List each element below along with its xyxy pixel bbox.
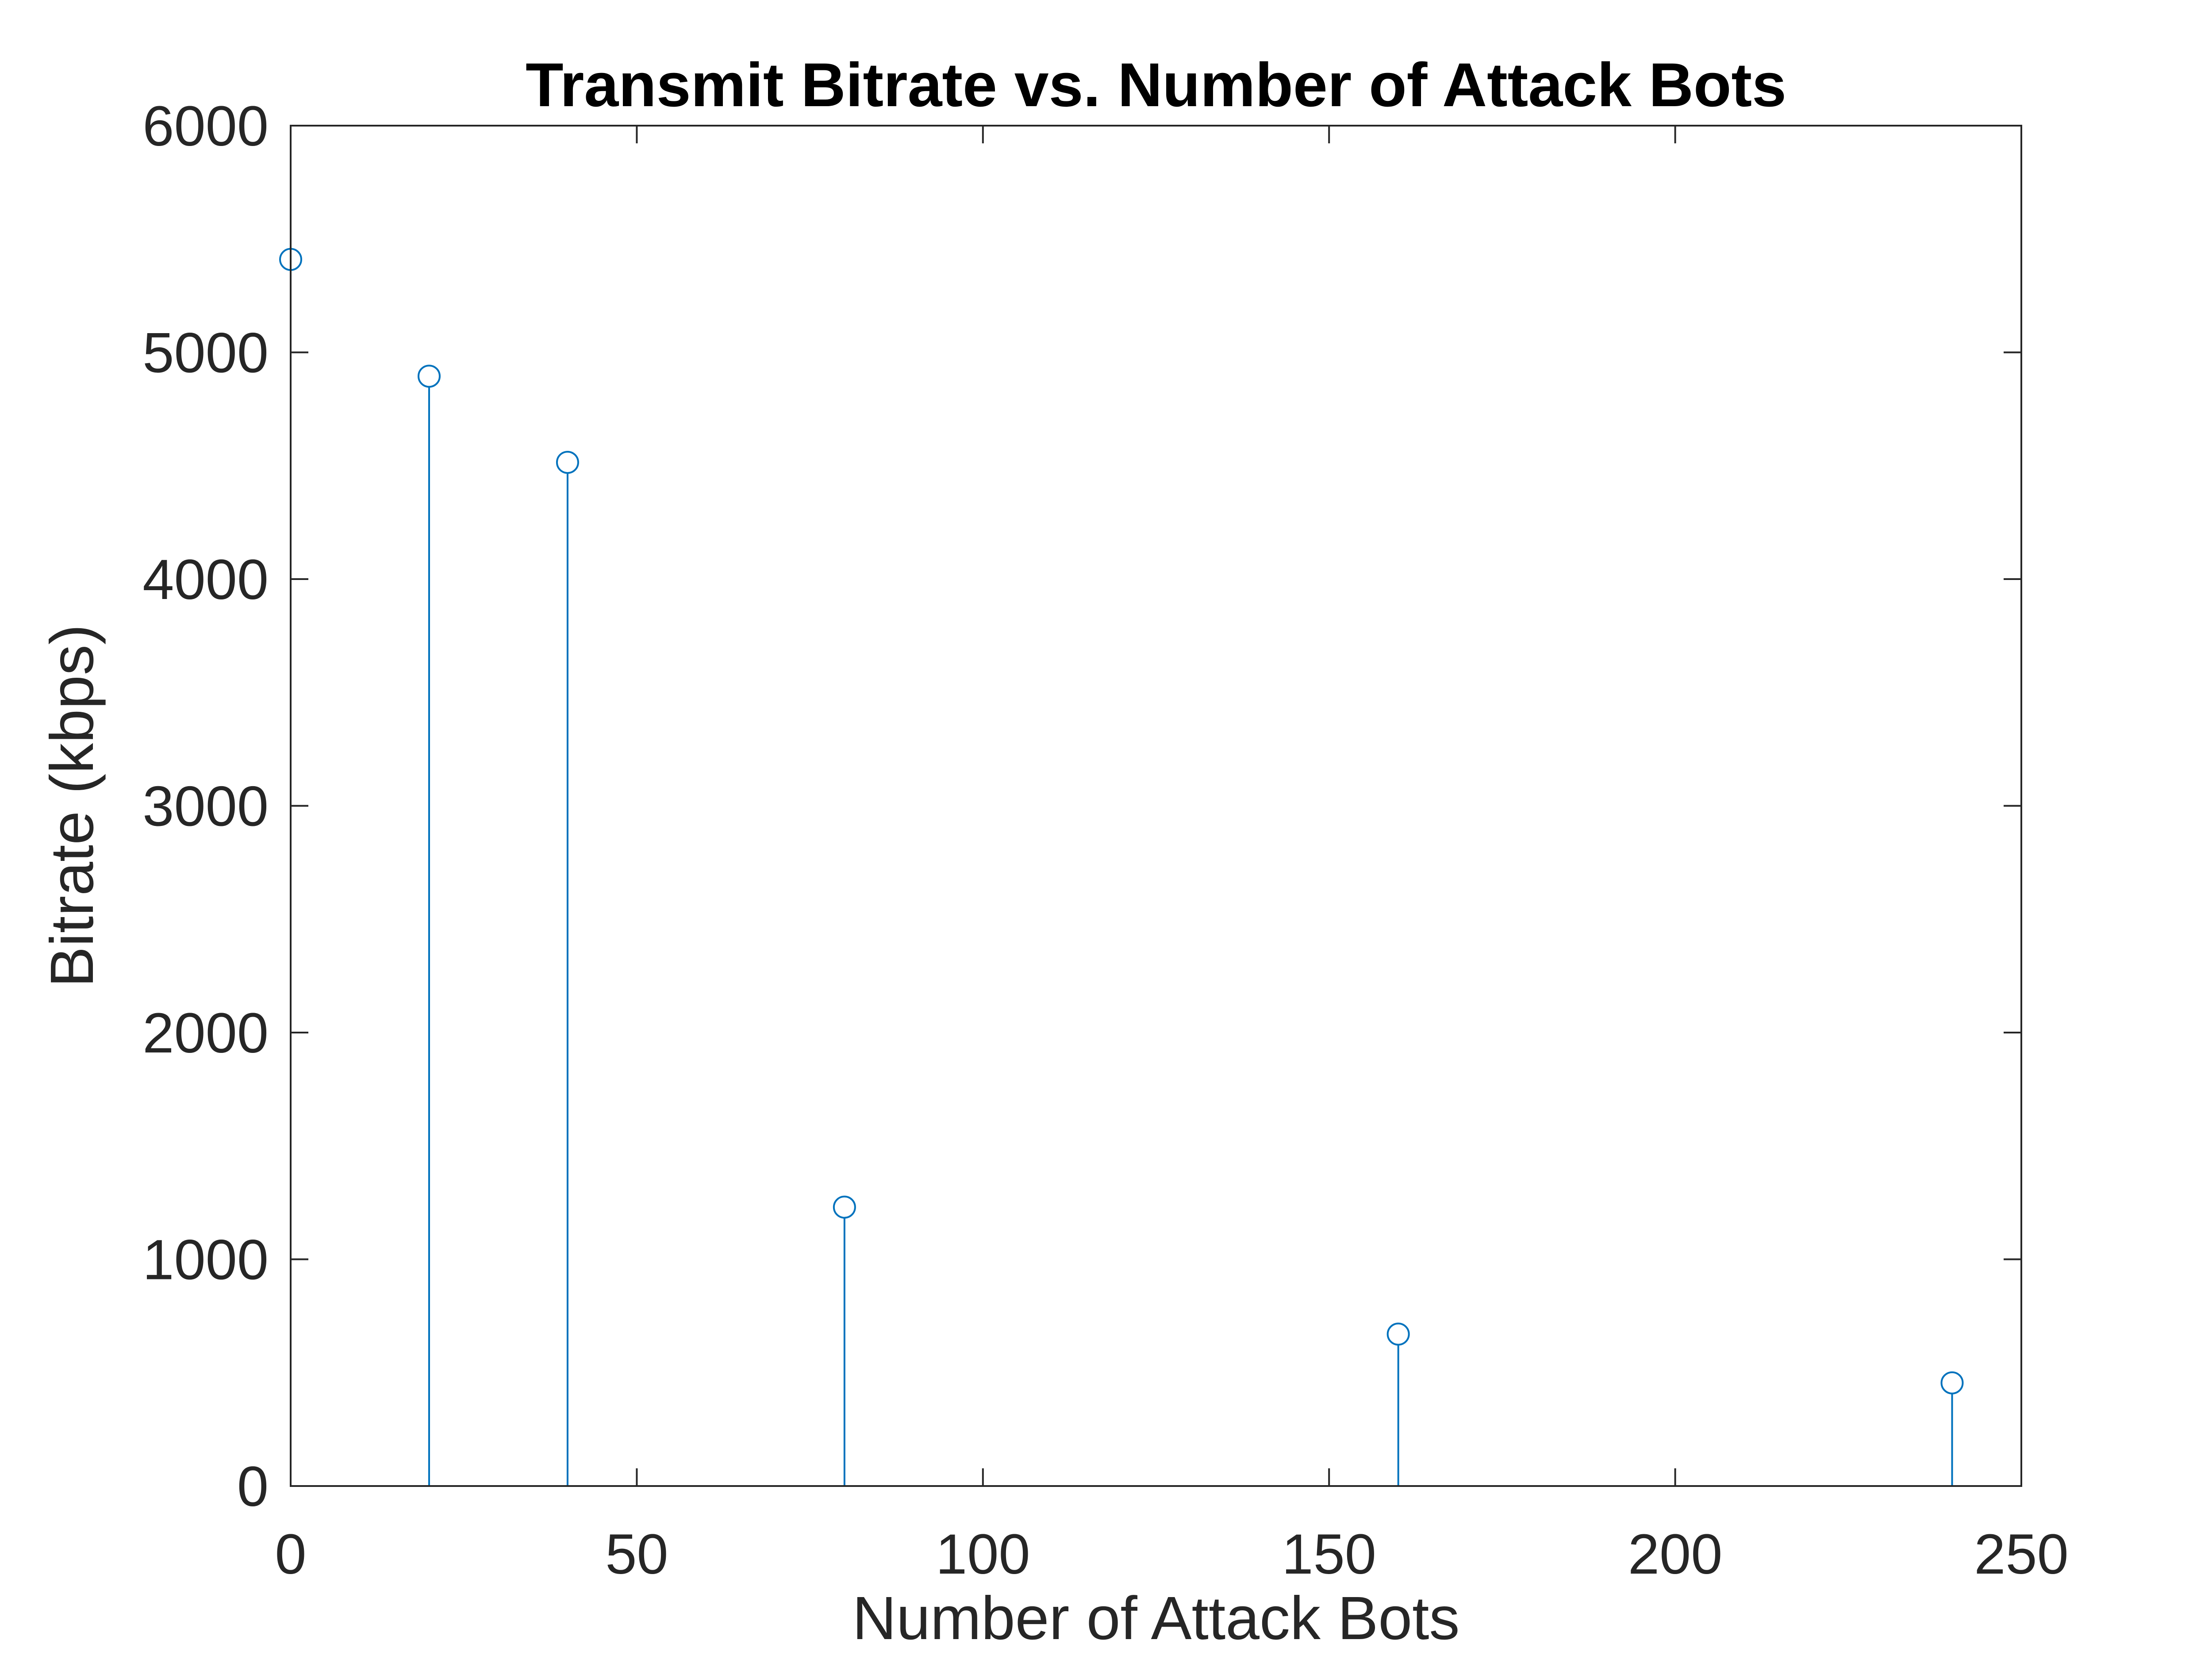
stem-marker: [556, 451, 579, 474]
x-tick-label: 150: [1282, 1523, 1376, 1586]
x-tick-label: 250: [1974, 1523, 2069, 1586]
axes-box: [290, 125, 2022, 1487]
y-axis-label: Bitrate (kbps): [38, 624, 106, 987]
plot-area: [291, 126, 2021, 1486]
y-tick-label: 4000: [142, 548, 269, 611]
x-tick-label: 100: [936, 1523, 1030, 1586]
plot-background: [291, 126, 2021, 1486]
ticks-layer: 0 50 100 150 200 250 0 1000 2000 3000 4000 5000 6000: [142, 95, 2069, 1586]
stem-marker: [417, 365, 441, 388]
y-tick-label: 6000: [142, 95, 269, 158]
stem-marker: [1386, 1322, 1410, 1346]
y-tick-label: 1000: [142, 1229, 269, 1292]
y-tick-label: 0: [237, 1455, 269, 1518]
stem-marker: [1940, 1371, 1964, 1394]
axes-frame: [290, 125, 2022, 1487]
stem-marker: [833, 1195, 856, 1219]
x-tick-label: 50: [605, 1523, 668, 1586]
x-tick-label: 0: [275, 1523, 306, 1586]
x-tick-label: 200: [1628, 1523, 1723, 1586]
y-tick-label: 3000: [142, 775, 269, 838]
y-tick-label: 2000: [142, 1002, 269, 1065]
y-tick-label: 5000: [142, 322, 269, 385]
x-axis-label: Number of Attack Bots: [853, 1584, 1460, 1652]
chart-title: Transmit Bitrate vs. Number of Attack Bo…: [526, 50, 1786, 119]
